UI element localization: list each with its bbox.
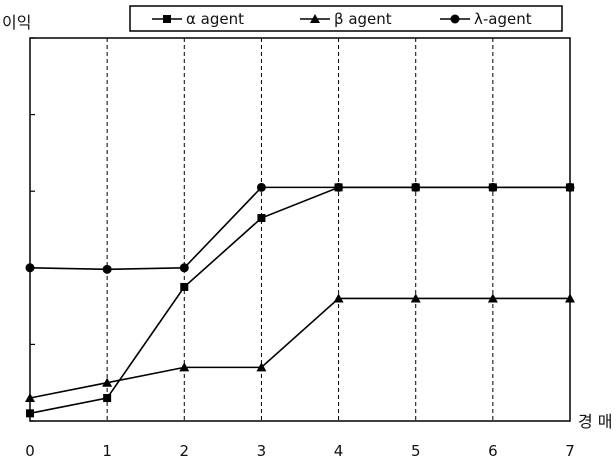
x-tick-label: 5 [411,442,421,460]
legend-box [129,5,563,32]
legend-swatch-marker [310,14,320,23]
x-tick-label: 0 [25,442,35,460]
legend-item-1: α agent [152,10,244,28]
data-point [102,377,113,387]
legend-swatch-marker [163,15,171,23]
series-line [29,186,570,271]
data-point [488,182,498,192]
data-point [103,394,112,403]
data-point [180,282,189,291]
data-point [256,182,266,192]
vertical-gridlines [106,38,494,421]
data-point [256,362,267,372]
data-point [334,182,344,192]
data-point [333,293,344,303]
series-line [29,297,570,399]
data-point [257,214,266,223]
data-point [411,182,421,192]
legend-item-3: λ-agent [440,10,532,28]
data-point [487,293,498,303]
x-tick-label: 6 [488,442,498,460]
data-point [102,264,112,274]
x-tick-label: 3 [257,442,267,460]
series-layer [25,182,575,418]
x-axis-label: 경 매 [578,412,613,431]
y-axis-label: 이익 [2,13,31,32]
series-3 [25,182,575,274]
data-point [179,263,189,273]
legend-label: λ-agent [474,10,532,28]
legend-label: β agent [334,10,392,28]
legend-label: α agent [186,10,244,28]
x-axis-tick-labels: 0 1 2 3 4 5 6 7 [25,442,575,460]
x-tick-label: 1 [102,442,112,460]
data-point [565,182,575,192]
data-point [25,393,35,403]
data-point [26,409,34,418]
data-point [25,263,35,273]
plot-border [29,37,571,422]
data-point [410,293,421,303]
x-tick-label: 2 [180,442,190,460]
data-point [179,362,190,372]
x-tick-label: 4 [334,442,344,460]
legend-item-2: β agent [300,10,392,28]
plot-area [29,37,571,422]
data-point [565,293,575,303]
x-tick-label: 7 [565,442,575,460]
series-2 [25,293,575,403]
legend: α agent β agent λ-agent [129,5,563,32]
legend-swatch-marker [450,14,460,24]
series-line [29,186,570,415]
